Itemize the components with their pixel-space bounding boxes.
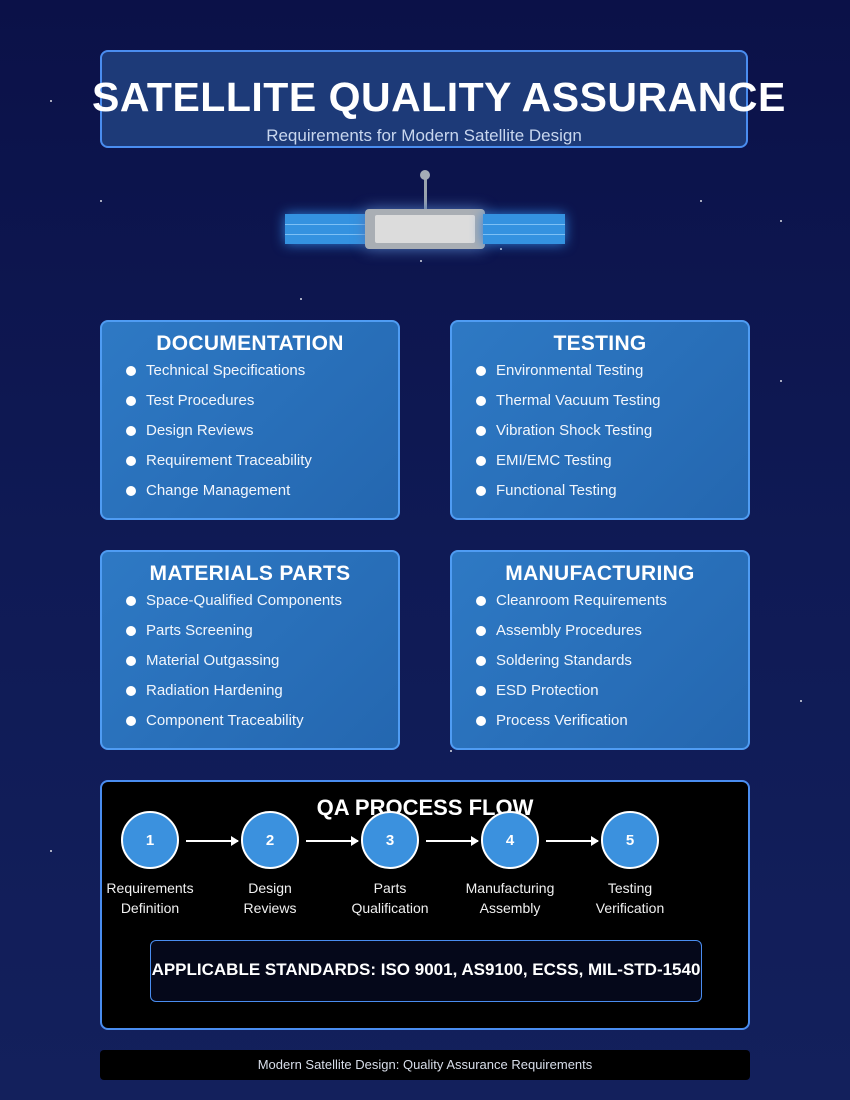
flow-arrow bbox=[426, 836, 479, 846]
list-item: Test Procedures bbox=[126, 391, 312, 421]
step-4-label: Manufacturing Assembly bbox=[450, 878, 570, 918]
satellite-icon bbox=[280, 168, 570, 258]
step-label-line: Requirements bbox=[106, 880, 194, 896]
list-item: Thermal Vacuum Testing bbox=[476, 391, 661, 421]
step-label-line: Parts bbox=[373, 880, 407, 896]
satellite-body-window bbox=[375, 215, 475, 243]
step-label-line: Reviews bbox=[243, 900, 297, 916]
flow-arrow bbox=[546, 836, 599, 846]
list-item: Technical Specifications bbox=[126, 361, 312, 391]
list-item: Environmental Testing bbox=[476, 361, 661, 391]
step-label-line: Qualification bbox=[351, 900, 429, 916]
step-label-line: Definition bbox=[120, 900, 180, 916]
flow-arrow bbox=[186, 836, 239, 846]
list-item: Cleanroom Requirements bbox=[476, 591, 667, 621]
list-item: Vibration Shock Testing bbox=[476, 421, 661, 451]
list-item: Component Traceability bbox=[126, 711, 342, 741]
step-label-line: Verification bbox=[595, 900, 665, 916]
star bbox=[450, 750, 452, 752]
process-title: QA PROCESS FLOW bbox=[316, 795, 534, 820]
list-item: EMI/EMC Testing bbox=[476, 451, 661, 481]
page-subtitle: Requirements for Modern Satellite Design bbox=[266, 126, 582, 145]
materials-parts-card: MATERIALS PARTS Space-Qualified Componen… bbox=[100, 550, 400, 750]
list-item: Change Management bbox=[126, 481, 312, 511]
card-title: MANUFACTURING bbox=[505, 562, 695, 585]
star bbox=[780, 220, 782, 222]
flow-arrow bbox=[306, 836, 359, 846]
card-list: Space-Qualified Components Parts Screeni… bbox=[126, 591, 342, 741]
card-list: Cleanroom Requirements Assembly Procedur… bbox=[476, 591, 667, 741]
card-list: Technical Specifications Test Procedures… bbox=[126, 361, 312, 511]
step-label-line: Manufacturing bbox=[465, 880, 555, 896]
standards-box: APPLICABLE STANDARDS: ISO 9001, AS9100, … bbox=[150, 940, 702, 1002]
list-item: Functional Testing bbox=[476, 481, 661, 511]
star bbox=[300, 298, 302, 300]
list-item: Process Verification bbox=[476, 711, 667, 741]
standards-text: APPLICABLE STANDARDS: ISO 9001, AS9100, … bbox=[151, 960, 701, 979]
star bbox=[500, 248, 502, 250]
list-item: Assembly Procedures bbox=[476, 621, 667, 651]
step-2-label: Design Reviews bbox=[210, 878, 330, 918]
card-title: DOCUMENTATION bbox=[156, 332, 344, 355]
list-item: ESD Protection bbox=[476, 681, 667, 711]
star bbox=[50, 850, 52, 852]
list-item: Design Reviews bbox=[126, 421, 312, 451]
step-3-label: Parts Qualification bbox=[330, 878, 450, 918]
solar-panel-right bbox=[483, 214, 565, 244]
step-label-line: Assembly bbox=[479, 900, 541, 916]
star bbox=[50, 100, 52, 102]
star bbox=[700, 200, 702, 202]
card-title: TESTING bbox=[553, 332, 647, 355]
step-5-label: Testing Verification bbox=[570, 878, 690, 918]
star bbox=[800, 700, 802, 702]
step-2-circle: 2 bbox=[241, 811, 299, 869]
step-5-circle: 5 bbox=[601, 811, 659, 869]
card-list: Environmental Testing Thermal Vacuum Tes… bbox=[476, 361, 661, 511]
list-item: Radiation Hardening bbox=[126, 681, 342, 711]
card-title: MATERIALS PARTS bbox=[149, 562, 351, 585]
star bbox=[780, 380, 782, 382]
step-4-circle: 4 bbox=[481, 811, 539, 869]
step-1-circle: 1 bbox=[121, 811, 179, 869]
star bbox=[420, 260, 422, 262]
list-item: Requirement Traceability bbox=[126, 451, 312, 481]
documentation-card: DOCUMENTATION Technical Specifications T… bbox=[100, 320, 400, 520]
step-label-line: Design bbox=[248, 880, 292, 896]
page-title: SATELLITE QUALITY ASSURANCE bbox=[92, 74, 786, 120]
manufacturing-card: MANUFACTURING Cleanroom Requirements Ass… bbox=[450, 550, 750, 750]
star bbox=[100, 200, 102, 202]
footer: Modern Satellite Design: Quality Assuran… bbox=[100, 1050, 750, 1080]
step-1-label: Requirements Definition bbox=[90, 878, 210, 918]
list-item: Parts Screening bbox=[126, 621, 342, 651]
step-3-circle: 3 bbox=[361, 811, 419, 869]
list-item: Space-Qualified Components bbox=[126, 591, 342, 621]
satellite-body bbox=[365, 209, 485, 249]
list-item: Material Outgassing bbox=[126, 651, 342, 681]
qa-process-flow: QA PROCESS FLOW 1 Requirements Definitio… bbox=[100, 780, 750, 1030]
step-label-line: Testing bbox=[607, 880, 653, 896]
antenna-tip bbox=[420, 170, 430, 180]
title-banner: SATELLITE QUALITY ASSURANCE Requirements… bbox=[92, 50, 785, 148]
solar-panel-left bbox=[285, 214, 367, 244]
antenna-mast bbox=[424, 176, 427, 214]
list-item: Soldering Standards bbox=[476, 651, 667, 681]
testing-card: TESTING Environmental Testing Thermal Va… bbox=[450, 320, 750, 520]
